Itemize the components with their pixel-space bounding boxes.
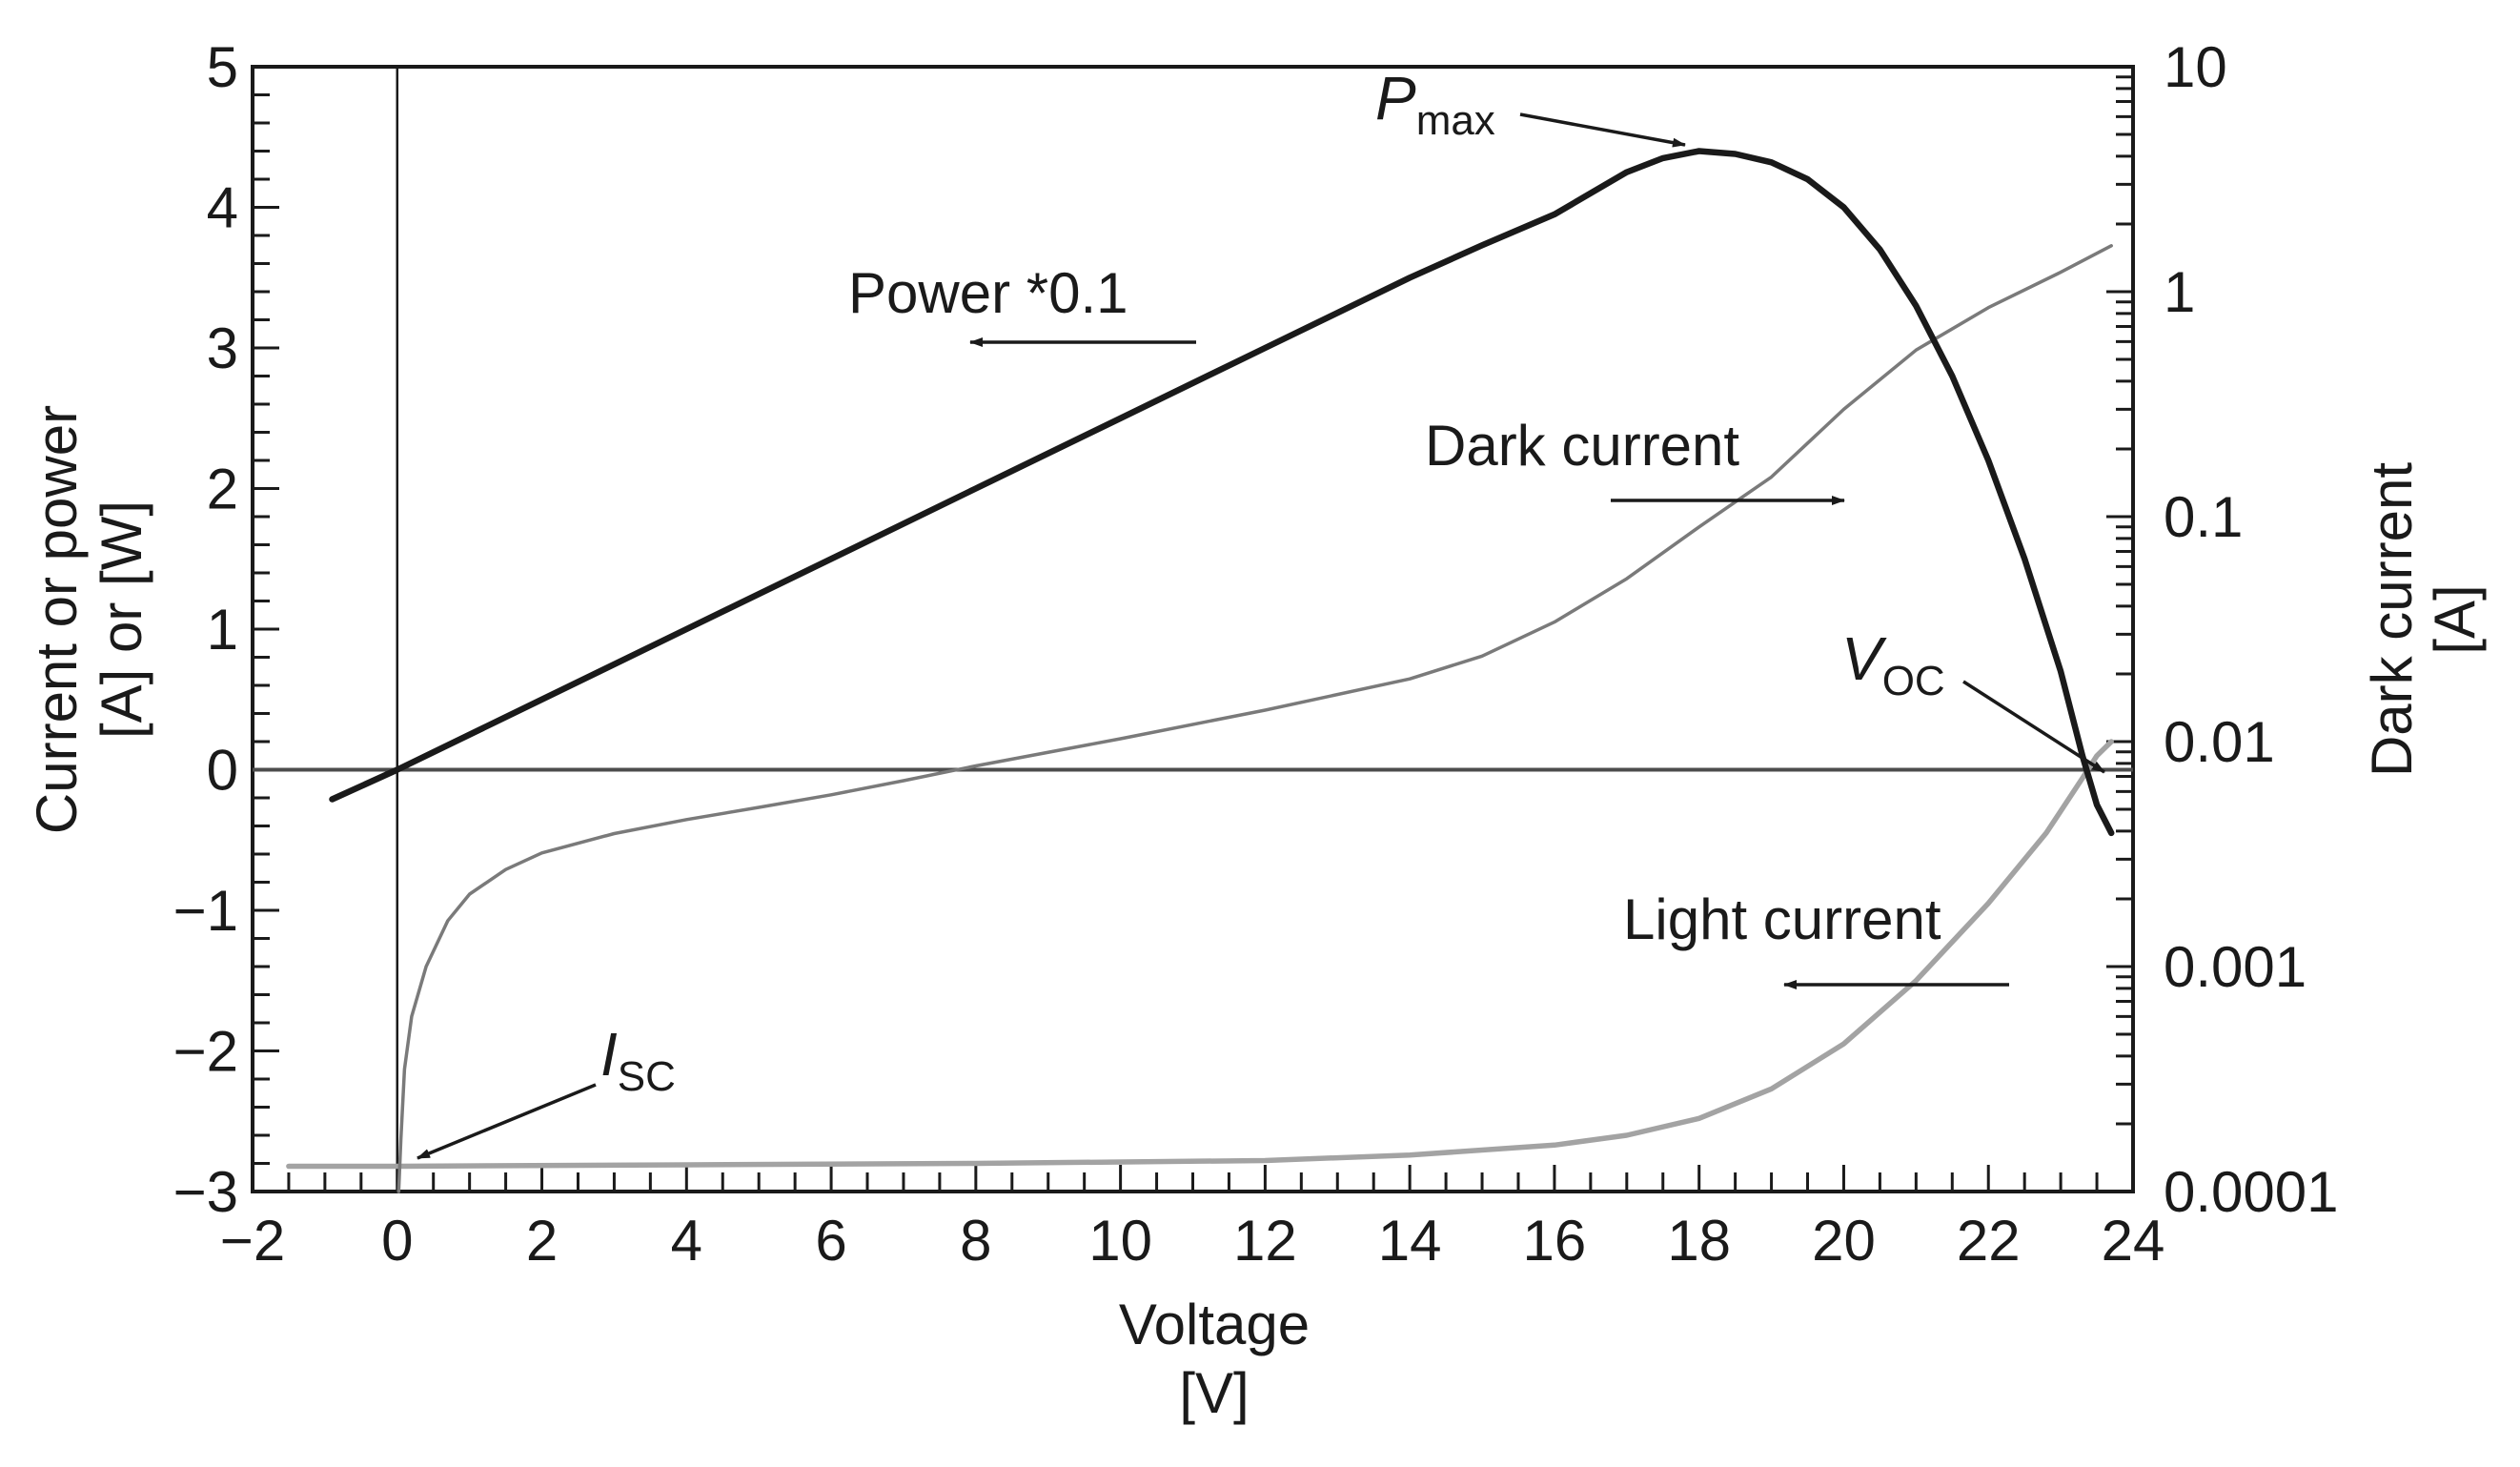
- annotation-voc-sub: OC: [1882, 658, 1945, 704]
- x-axis-title: Voltage: [1119, 1293, 1310, 1356]
- y-right-tick-label: 0.0001: [2164, 1160, 2339, 1224]
- y-left-tick-label: −2: [173, 1020, 238, 1084]
- x-axis-unit: [V]: [1179, 1361, 1249, 1425]
- x-tick-label: 20: [1812, 1209, 1876, 1273]
- annotation-pmax-symbol: P: [1375, 64, 1416, 132]
- annotation-dark-current: Dark current: [1425, 414, 1739, 478]
- y-left-tick-label: 0: [207, 739, 238, 803]
- series-layer: [286, 148, 2115, 1193]
- y-axis-right-title-line2: [A]: [2423, 584, 2487, 654]
- y-left-tick-label: 3: [207, 316, 238, 380]
- y-left-tick-label: 1: [207, 598, 238, 662]
- series-power-0-1: [329, 148, 2115, 837]
- annotation-light-current: Light current: [1623, 887, 1941, 951]
- annotation-pmax-arrow: [1519, 112, 1686, 148]
- y-right-tick-label: 0.001: [2164, 935, 2307, 999]
- annotation-power: Power *0.1: [848, 261, 1128, 325]
- x-tick-label: 12: [1233, 1209, 1297, 1273]
- x-tick-label: 6: [815, 1209, 846, 1273]
- x-tick-label: 0: [381, 1209, 413, 1273]
- zero-guides: [253, 67, 2133, 1192]
- y-axis-left-title-line2: [A] or [W]: [90, 500, 153, 739]
- annotation-voc-arrow: [1962, 680, 2105, 774]
- y-axis-right-title-line1: Dark current: [2360, 462, 2424, 777]
- x-tick-label: 24: [2102, 1209, 2165, 1273]
- annotation-pmax: Pmax: [1375, 64, 1495, 144]
- x-tick-label: 22: [1957, 1209, 2021, 1273]
- annotation-isc-sub: SC: [618, 1053, 676, 1100]
- y-left-tick-label: 5: [207, 35, 238, 99]
- x-tick-label: 16: [1523, 1209, 1587, 1273]
- y-right-tick-label: 0.01: [2164, 710, 2275, 774]
- x-tick-label: 10: [1088, 1209, 1152, 1273]
- x-tick-label: −2: [220, 1209, 285, 1273]
- tick-labels: −2 0 2 4 6 8 10 12 14 16 18 20 22 24543210−1−2−31010.…: [173, 35, 2339, 1273]
- y-left-tick-label: 4: [207, 176, 238, 240]
- annotation-pmax-sub: max: [1416, 97, 1495, 144]
- y-axis-left-title-line1: Current or power: [25, 405, 89, 834]
- y-right-tick-label: 0.1: [2164, 485, 2243, 549]
- x-tick-label: 14: [1378, 1209, 1442, 1273]
- x-tick-label: 2: [526, 1209, 558, 1273]
- axis-ticks: [251, 65, 2135, 1193]
- annotation-isc-arrow: [417, 1083, 597, 1160]
- y-axis-right-title: Dark current [A]: [2360, 462, 2487, 777]
- y-right-tick-label: 10: [2164, 35, 2227, 99]
- y-left-tick-label: −1: [173, 879, 238, 943]
- x-tick-label: 4: [671, 1209, 702, 1273]
- y-axis-left-title: Current or power [A] or [W]: [25, 405, 153, 834]
- annotation-voc: VOC: [1841, 624, 1945, 704]
- series-light-current: [286, 739, 2114, 1170]
- annotation-voc-symbol: V: [1841, 624, 1887, 693]
- y-right-tick-label: 1: [2164, 260, 2195, 324]
- y-left-tick-label: −3: [173, 1160, 238, 1224]
- annotation-isc: ISC: [600, 1020, 676, 1100]
- annotation-isc-symbol: I: [600, 1020, 618, 1089]
- series-dark-current: [396, 244, 2113, 1193]
- x-tick-label: 18: [1667, 1209, 1731, 1273]
- y-left-tick-label: 2: [207, 458, 238, 521]
- x-tick-label: 8: [960, 1209, 991, 1273]
